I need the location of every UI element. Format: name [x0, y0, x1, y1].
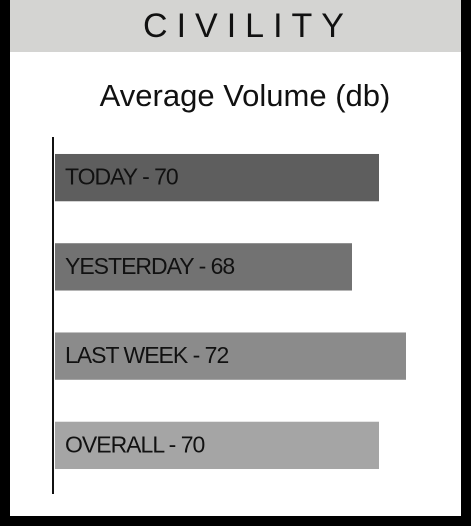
- header-band: [10, 0, 461, 52]
- bar: [55, 153, 379, 202]
- header: CIVILITY: [143, 7, 353, 45]
- chart-title: Average Volume (db): [100, 78, 391, 113]
- bar: [55, 243, 352, 291]
- bar-label: OVERALL - 70: [65, 431, 204, 457]
- bar-label: TODAY - 70: [65, 164, 178, 190]
- bar-label: LAST WEEK - 72: [65, 342, 228, 368]
- bar: [55, 332, 406, 380]
- bar: [55, 421, 379, 470]
- bar-label: YESTERDAY - 68: [65, 253, 234, 279]
